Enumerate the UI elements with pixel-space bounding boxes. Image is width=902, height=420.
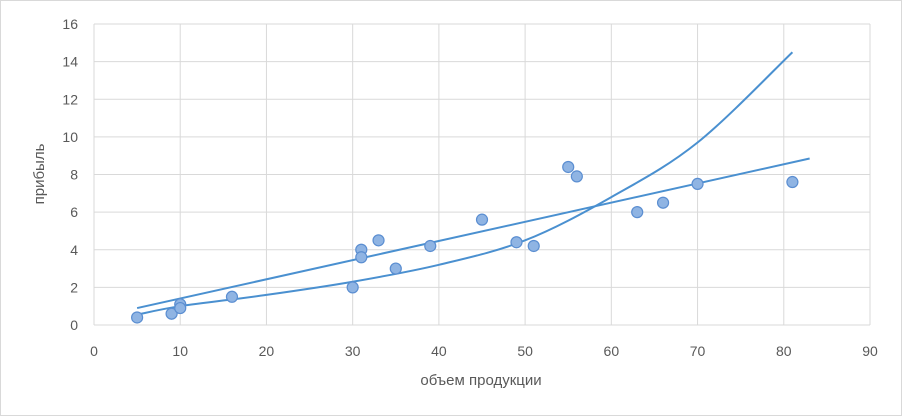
y-tick-label: 16	[62, 16, 78, 32]
exponential-trendline	[136, 51, 794, 316]
data-point	[510, 236, 523, 249]
x-tick-label: 60	[604, 343, 620, 359]
trendlines	[136, 51, 810, 316]
x-tick-label: 0	[90, 343, 98, 359]
data-point	[372, 234, 385, 247]
x-tick-label: 50	[517, 343, 533, 359]
y-tick-label: 6	[70, 204, 78, 220]
x-tick-label: 30	[345, 343, 361, 359]
data-point	[389, 262, 402, 275]
data-point	[527, 239, 540, 253]
x-tick-label: 20	[259, 343, 275, 359]
y-tick-label: 14	[62, 54, 78, 70]
y-tick-label: 8	[70, 167, 78, 183]
data-point	[225, 290, 239, 303]
data-point	[355, 251, 368, 264]
x-tick-label: 10	[172, 343, 188, 359]
data-point	[656, 196, 670, 209]
x-tick-label: 70	[690, 343, 706, 359]
data-point	[174, 301, 187, 315]
data-point	[562, 160, 575, 174]
data-point	[424, 239, 437, 253]
data-point	[346, 281, 359, 294]
data-point	[475, 213, 489, 226]
y-tick-label: 10	[62, 129, 78, 145]
data-point	[691, 177, 704, 191]
y-tick-label: 0	[70, 317, 78, 333]
x-tick-label: 40	[431, 343, 447, 359]
data-point	[786, 175, 799, 189]
grid-lines	[93, 23, 871, 326]
data-point	[631, 206, 644, 219]
y-tick-labels: 0 2 4 6 8 10 12 14 16	[62, 16, 78, 333]
linear-trendline	[136, 157, 810, 310]
y-axis-title: прибыль	[31, 143, 48, 204]
x-tick-label: 80	[776, 343, 792, 359]
data-point	[165, 307, 178, 320]
x-tick-label: 90	[862, 343, 878, 359]
data-point	[131, 311, 144, 324]
data-points	[131, 160, 799, 324]
y-tick-label: 2	[70, 279, 78, 295]
x-axis-title: объем продукции	[420, 372, 541, 389]
data-point	[570, 170, 583, 183]
y-tick-label: 12	[62, 91, 78, 107]
y-tick-label: 4	[70, 242, 78, 258]
x-tick-labels: 0 10 20 30 40 50 60 70 80 90	[90, 343, 878, 359]
